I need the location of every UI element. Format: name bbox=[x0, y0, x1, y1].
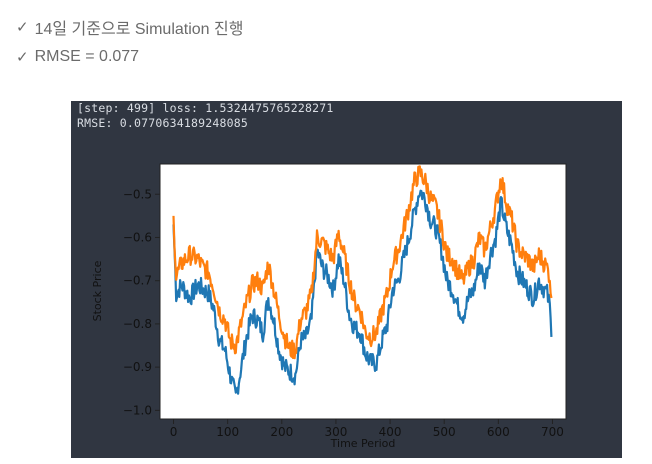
y-tick-label: −0.9 bbox=[123, 360, 152, 374]
x-tick-label: 500 bbox=[433, 425, 456, 439]
x-tick-label: 0 bbox=[170, 425, 178, 439]
x-tick-label: 700 bbox=[541, 425, 564, 439]
output-line-rmse: RMSE: 0.0770634189248085 bbox=[77, 116, 248, 130]
bullet-text: RMSE = 0.077 bbox=[34, 48, 140, 65]
x-tick-label: 200 bbox=[270, 425, 293, 439]
bullet-rmse: ✓ RMSE = 0.077 bbox=[16, 48, 139, 66]
series-line-orange bbox=[172, 165, 553, 360]
x-tick-label: 400 bbox=[379, 425, 402, 439]
check-icon: ✓ bbox=[16, 48, 29, 66]
y-tick-label: −0.6 bbox=[123, 230, 152, 244]
output-line-loss: [step: 499] loss: 1.5324475765228271 bbox=[77, 101, 334, 115]
y-tick-label: −1.0 bbox=[123, 403, 152, 417]
y-tick-label: −0.5 bbox=[123, 187, 152, 201]
x-tick-label: 300 bbox=[324, 425, 347, 439]
x-axis-title: Time Period bbox=[330, 437, 396, 450]
bullet-text: 14일 기준으로 Simulation 진행 bbox=[34, 21, 244, 38]
bullet-simulation: ✓ 14일 기준으로 Simulation 진행 bbox=[16, 15, 243, 39]
y-tick-label: −0.7 bbox=[123, 274, 152, 288]
output-panel: [step: 499] loss: 1.5324475765228271 RMS… bbox=[71, 101, 622, 458]
series-line-blue bbox=[172, 189, 553, 395]
stock-price-chart: −1.0 −0.9 −0.8 −0.7 −0.6 −0.5 0 100 200 300 400 500… bbox=[91, 163, 567, 450]
plot-area bbox=[159, 163, 567, 420]
y-axis-title: Stock Price bbox=[91, 260, 104, 321]
check-icon: ✓ bbox=[16, 18, 29, 36]
y-tick-label: −0.8 bbox=[123, 317, 152, 331]
x-tick-label: 600 bbox=[487, 425, 510, 439]
x-tick-label: 100 bbox=[216, 425, 239, 439]
